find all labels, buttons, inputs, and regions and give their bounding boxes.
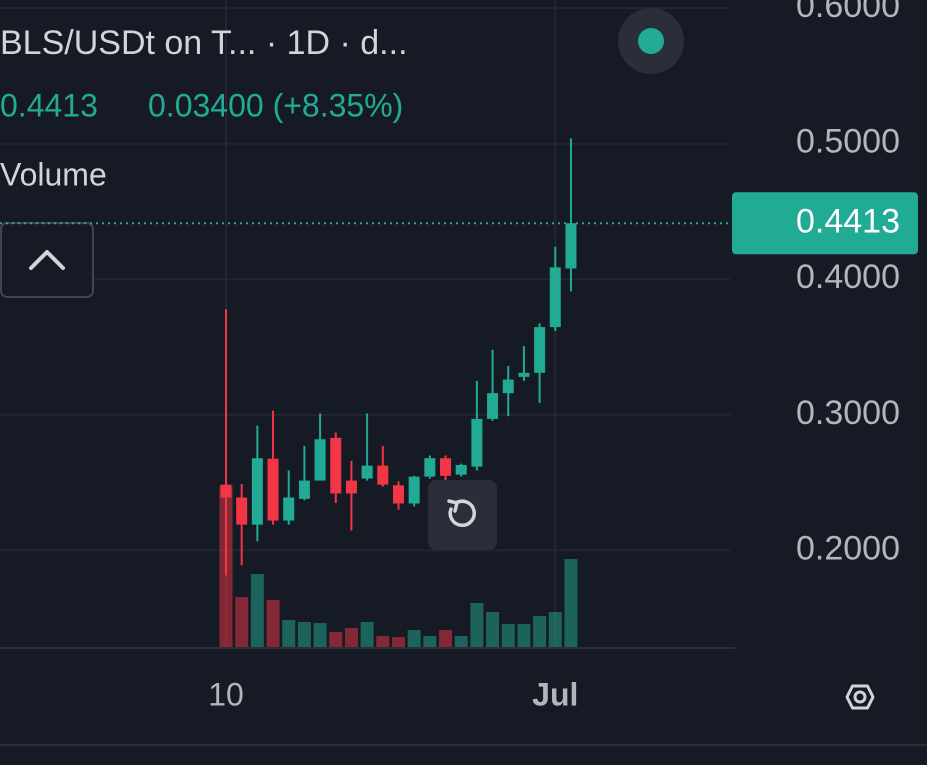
chart-title: BLS/USDt on T... · 1D · d... xyxy=(0,24,408,62)
settings-icon-center xyxy=(853,690,867,704)
candle-body xyxy=(345,480,357,494)
x-tick-label: 10 xyxy=(208,676,244,712)
candle-body xyxy=(330,437,342,494)
candle-body xyxy=(518,372,530,377)
volume-bar xyxy=(423,636,437,648)
volume-bar xyxy=(501,624,515,648)
volume-bar xyxy=(486,612,500,648)
collapse-button[interactable] xyxy=(0,222,94,298)
volume-bar xyxy=(360,622,374,648)
volume-bar xyxy=(266,600,280,648)
volume-bar xyxy=(250,574,264,648)
candle-body xyxy=(267,458,279,521)
volume-bar xyxy=(548,612,562,648)
volume-bar xyxy=(533,616,547,648)
y-tick-label: 0.6000 xyxy=(796,0,900,25)
volume-bar xyxy=(297,622,311,648)
x-tick-label: Jul xyxy=(532,676,578,712)
volume-bar xyxy=(313,623,327,648)
candle-body xyxy=(298,480,310,499)
candle-body xyxy=(392,485,404,504)
candle-body xyxy=(236,497,248,525)
chevron-icon xyxy=(29,250,65,270)
settings-icon xyxy=(845,684,875,710)
volume-bar xyxy=(454,636,468,648)
candle-body xyxy=(455,464,467,475)
candle-body xyxy=(502,379,514,394)
volume-legend: Volume xyxy=(0,156,107,192)
candle-body xyxy=(220,484,232,498)
y-tick-label: 0.4000 xyxy=(796,258,900,296)
last-price-label: 0.4413 xyxy=(796,202,900,240)
volume-bar xyxy=(235,597,249,648)
header-change: 0.03400 (+8.35%) xyxy=(148,87,403,123)
reset-button[interactable] xyxy=(428,480,497,550)
volume-bar xyxy=(439,630,453,648)
candle-body xyxy=(549,267,561,328)
candle-body xyxy=(440,458,452,476)
button-frame xyxy=(0,222,94,298)
header-price: 0.4413 xyxy=(0,87,98,123)
candle-body xyxy=(314,439,326,481)
candle-body xyxy=(283,497,295,521)
volume-bar xyxy=(376,636,390,648)
y-tick-label: 0.2000 xyxy=(796,529,900,567)
status-dot xyxy=(638,28,664,54)
volume-bar xyxy=(282,620,296,648)
volume-bar xyxy=(344,628,358,648)
reset-arrow xyxy=(447,499,459,513)
volume-bar xyxy=(407,630,421,648)
volume-bar xyxy=(470,603,484,648)
volume-bar xyxy=(517,624,531,648)
candle-body xyxy=(471,418,483,467)
reset-icon xyxy=(448,499,476,527)
candle-body xyxy=(361,465,373,479)
candle-body xyxy=(534,327,546,373)
last-price-tag xyxy=(732,192,918,255)
candle-body xyxy=(565,223,577,269)
candle-body xyxy=(424,458,436,477)
candle-body xyxy=(487,393,499,419)
volume-bar xyxy=(329,632,343,648)
candle-body xyxy=(408,476,420,504)
candle-body xyxy=(251,458,263,525)
y-tick-label: 0.3000 xyxy=(796,394,900,432)
volume-bar xyxy=(391,637,405,648)
candles xyxy=(220,138,577,576)
button-frame xyxy=(428,480,497,550)
volume-bar xyxy=(564,559,578,648)
candle-body xyxy=(377,465,389,485)
settings-button[interactable] xyxy=(845,684,875,710)
volume-bars xyxy=(219,486,578,648)
y-tick-label: 0.5000 xyxy=(796,123,900,161)
